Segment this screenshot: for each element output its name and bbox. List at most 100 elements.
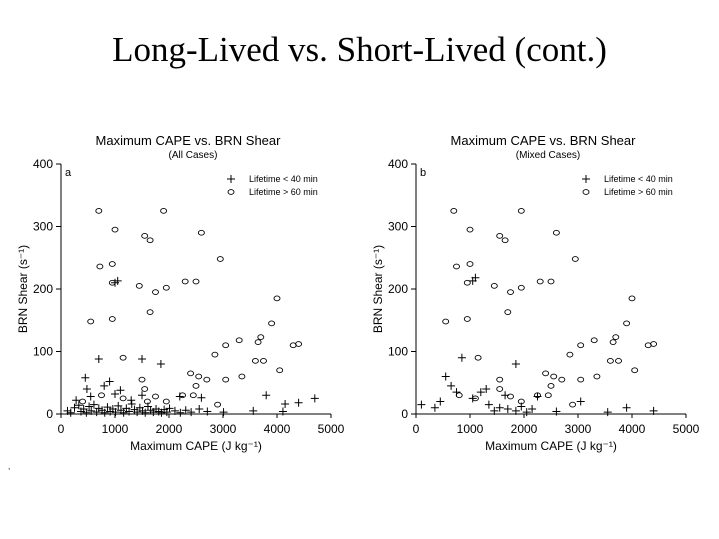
panel-b-point-plus xyxy=(528,405,537,413)
panel-b-point-circle xyxy=(442,318,450,325)
panel-a-point-plus xyxy=(103,403,112,412)
panel-b-point-circle xyxy=(547,383,555,389)
panel-a-point-circle xyxy=(295,341,303,347)
panel-a-panel-letter: a xyxy=(65,167,72,179)
panel-b-point-circle xyxy=(631,367,639,374)
panel-a-point-circle xyxy=(119,395,127,402)
panel-a-point-plus xyxy=(141,408,150,417)
panel-a-point-circle xyxy=(195,373,203,380)
panel-b-point-circle xyxy=(501,237,509,244)
panel-b-point-circle xyxy=(623,320,631,327)
panel-b-point-circle xyxy=(536,278,544,285)
panel-a-point-plus xyxy=(187,408,196,417)
panel-b-point-plus xyxy=(436,397,445,406)
panel-a-y-tick-label: 300 xyxy=(33,220,53,234)
scatter-panel-b: 0 100 200 300 400 0 1000 2000 3000 4000 5000 Maximu… xyxy=(355,128,715,468)
panel-b-series-long-lived xyxy=(442,208,658,408)
panel-b-point-plus xyxy=(603,408,612,417)
panel-b-x-tick-label: 0 xyxy=(413,422,420,436)
panel-a-series-long-lived xyxy=(79,208,303,408)
panel-b-point-plus xyxy=(511,406,520,415)
panel-a-point-circle xyxy=(187,370,195,377)
panel-a-point-plus xyxy=(281,400,290,408)
panel-b-point-circle xyxy=(463,279,471,286)
panel-b-point-circle xyxy=(496,376,504,383)
panel-a-point-circle xyxy=(87,318,95,325)
panel-a-point-circle xyxy=(146,309,154,315)
panel-a-chart-subtitle: (All Cases) xyxy=(169,150,218,161)
panel-b-legend-label: Lifetime < 40 min xyxy=(604,174,673,184)
panel-b-point-circle xyxy=(466,261,474,267)
panel-a-point-circle xyxy=(238,373,246,380)
panel-b-point-plus xyxy=(552,407,561,416)
panel-a-point-plus xyxy=(310,394,319,403)
panel-b-point-circle xyxy=(542,370,550,377)
panel-a-point-circle xyxy=(273,295,281,302)
panel-a-point-plus xyxy=(92,408,101,417)
panel-a-point-circle xyxy=(179,392,186,399)
panel-a-x-tick-label: 2000 xyxy=(156,422,183,436)
panel-a-point-circle xyxy=(146,237,154,244)
panel-a-point-plus xyxy=(100,408,109,417)
panel-a-point-circle xyxy=(268,320,276,327)
panel-b-y-tick-label: 100 xyxy=(388,345,408,359)
panel-a-point-plus xyxy=(138,355,146,363)
panel-b-point-circle xyxy=(552,229,560,236)
panel-b-point-circle xyxy=(474,354,482,361)
panel-a-point-plus xyxy=(197,393,206,402)
panel-a-x-tick-label: 4000 xyxy=(264,422,291,436)
panel-b-legend-plus-marker xyxy=(582,175,590,183)
panel-b-point-circle xyxy=(463,316,471,322)
panel-a-point-plus xyxy=(82,408,91,417)
panel-b-y-tick-label: 300 xyxy=(388,220,408,234)
panel-a-point-plus xyxy=(86,392,95,401)
panel-b-x-tick-label: 5000 xyxy=(673,422,700,436)
panel-b-point-circle xyxy=(450,208,458,214)
panel-a-chart-title: Maximum CAPE vs. BRN Shear xyxy=(96,133,282,148)
panel-a-point-circle xyxy=(152,393,159,400)
panel-a-point-plus xyxy=(125,407,134,416)
panel-a-point-circle xyxy=(108,316,116,322)
panel-a-point-plus xyxy=(100,381,109,390)
panel-a-point-circle xyxy=(152,289,159,295)
panel-a-point-plus xyxy=(82,385,91,393)
panel-a-point-circle xyxy=(222,376,230,383)
panel-b-point-circle xyxy=(590,337,598,344)
panel-b-point-plus xyxy=(503,405,512,413)
panel-a-point-circle xyxy=(96,263,104,270)
panel-b-point-plus xyxy=(490,406,499,415)
panel-b-y-tick-label: 400 xyxy=(388,157,408,171)
panel-a-legend-plus-marker xyxy=(227,175,235,183)
panel-b-point-circle xyxy=(517,208,525,214)
panel-a-point-plus xyxy=(114,401,123,410)
panel-a-point-plus xyxy=(105,377,114,386)
panel-a-point-circle xyxy=(141,386,149,392)
panel-a-point-circle xyxy=(189,392,197,399)
panel-b-point-plus xyxy=(417,400,426,409)
panel-a-point-plus xyxy=(181,406,190,415)
panel-a-point-plus xyxy=(89,400,98,409)
panel-a-point-plus xyxy=(133,408,142,417)
panel-a-point-circle xyxy=(203,376,211,383)
panel-a-point-plus xyxy=(138,391,146,400)
panel-b-point-circle xyxy=(571,256,579,262)
panel-b-point-circle xyxy=(609,339,617,345)
panel-a-point-plus xyxy=(85,402,94,411)
panel-b-point-circle xyxy=(569,401,577,408)
panel-b-point-plus xyxy=(522,408,531,417)
panel-b-point-circle xyxy=(606,358,614,364)
panel-b-point-plus xyxy=(649,406,658,415)
panel-a-point-circle xyxy=(214,401,222,408)
panel-a-point-plus xyxy=(165,404,174,413)
panel-a-point-plus xyxy=(262,391,271,400)
panel-b-x-tick-label: 2000 xyxy=(511,422,538,436)
panel-b-legend-circle-marker xyxy=(582,189,590,195)
panel-a-point-circle xyxy=(254,339,262,345)
panel-b-point-circle xyxy=(534,392,541,399)
panel-b-point-circle xyxy=(577,376,585,383)
panel-a-point-circle xyxy=(276,367,284,374)
panel-b-point-circle xyxy=(628,295,636,302)
panel-a-point-circle xyxy=(181,278,189,285)
